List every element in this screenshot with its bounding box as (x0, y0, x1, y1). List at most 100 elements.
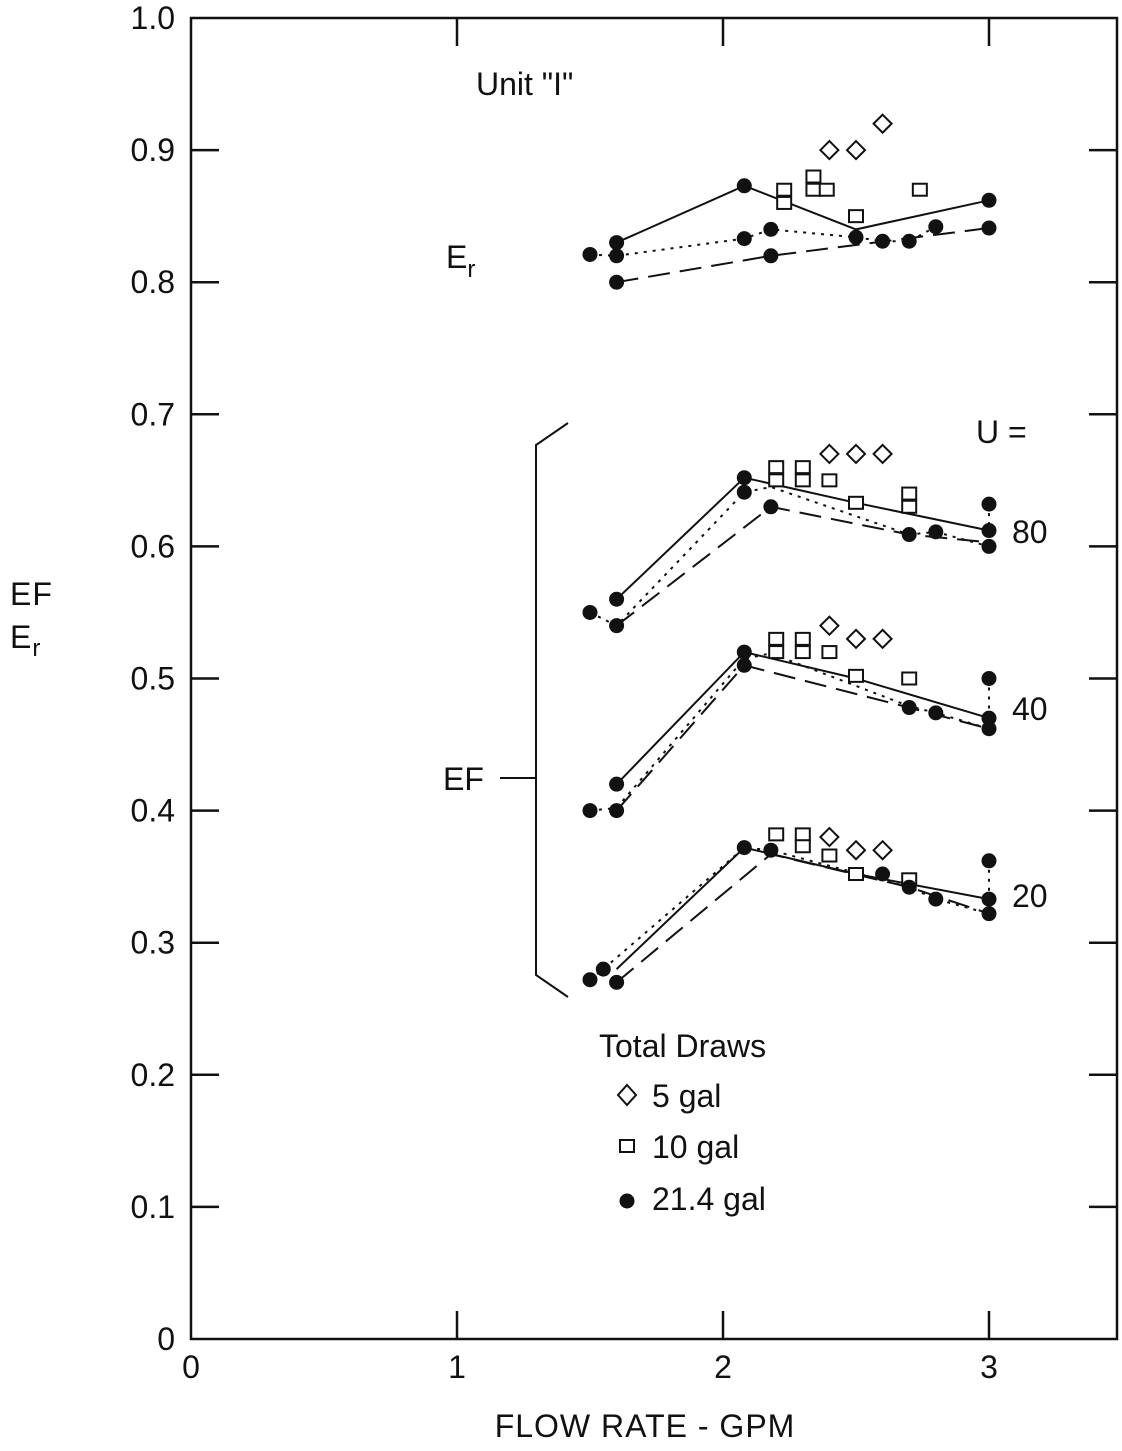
point-21-4-gal-10 (901, 233, 917, 249)
point-21-4-gal-26 (609, 776, 625, 792)
legend-entry-5-gal: 5 gal (652, 1078, 721, 1114)
point-21-4-gal-35 (582, 972, 598, 988)
point-21-4-gal-39 (763, 842, 779, 858)
point-21-4-gal-22 (981, 496, 997, 512)
legend-square-marker (619, 1139, 635, 1153)
point-21-4-gal-28 (736, 644, 752, 660)
y-tick-label-0-3: 0.3 (131, 925, 175, 961)
er-annotation: Er (446, 239, 475, 283)
point-21-4-gal-11 (928, 219, 944, 235)
point-5-gal-10 (845, 839, 867, 861)
point-5-gal-6 (818, 615, 840, 637)
point-21-4-gal-14 (582, 604, 598, 620)
legend: Total Draws 5 gal 10 gal 21.4 gal (599, 1028, 766, 1217)
legend-entry-21-4-gal: 21.4 gal (652, 1181, 766, 1217)
point-5-gal-5 (872, 443, 894, 465)
point-10-gal-18 (794, 645, 811, 660)
point-10-gal-13 (901, 486, 918, 501)
point-5-gal-1 (845, 139, 867, 161)
point-10-gal-19 (821, 645, 838, 660)
y-tick-label-0-5: 0.5 (131, 661, 175, 697)
point-10-gal-2 (805, 169, 822, 184)
y-tick-label-0-4: 0.4 (131, 793, 175, 829)
point-21-4-gal-24 (981, 538, 997, 554)
point-21-4-gal-30 (901, 700, 917, 716)
point-10-gal-20 (848, 668, 864, 683)
u-value-80: 80 (1012, 514, 1048, 550)
y-axis-label-ef: EF (10, 576, 53, 612)
y-tick-label-0-9: 0.9 (131, 132, 175, 168)
y-axis-label-er: Er (10, 619, 41, 662)
point-10-gal-23 (794, 827, 811, 842)
point-21-4-gal-36 (595, 961, 611, 977)
y-tick-label-0-7: 0.7 (131, 396, 175, 432)
y-tick-label-1: 1.0 (131, 0, 175, 36)
u-annotation: U = (976, 414, 1027, 450)
point-10-gal-15 (768, 631, 785, 646)
line-dotted-4 (589, 485, 990, 627)
point-21-4-gal-18 (736, 484, 752, 500)
line-dashed-5 (615, 505, 990, 627)
point-21-4-gal-23 (981, 523, 997, 539)
ef-bracket (535, 422, 569, 998)
point-10-gal-21 (901, 671, 918, 686)
point-21-4-gal-33 (981, 710, 997, 726)
point-21-4-gal-1 (609, 235, 625, 251)
point-21-4-gal-34 (981, 721, 997, 737)
point-21-4-gal-25 (582, 803, 598, 819)
point-21-4-gal-2 (609, 248, 625, 264)
legend-entry-10-gal: 10 gal (652, 1129, 739, 1165)
line-solid-3 (615, 476, 990, 600)
line-dashed-2 (616, 227, 990, 284)
point-10-gal-12 (848, 495, 864, 510)
point-21-4-gal-7 (763, 248, 779, 264)
axis-ticks: 0 1 2 3 0 0.1 0.2 0.3 0.4 0.5 0.6 0.7 0.8 0.9 1.0 (131, 0, 1117, 1385)
unit-annotation: Unit "I" (476, 66, 573, 102)
x-tick-label-3: 3 (980, 1349, 998, 1385)
line-solid-0 (616, 184, 990, 244)
point-5-gal-0 (818, 139, 840, 161)
point-21-4-gal-8 (848, 229, 864, 245)
point-21-4-gal-43 (981, 853, 997, 869)
point-21-4-gal-20 (901, 527, 917, 543)
point-21-4-gal-44 (981, 891, 997, 907)
point-21-4-gal-29 (736, 657, 752, 673)
x-tick-label-0: 0 (182, 1349, 200, 1385)
point-10-gal-5 (848, 209, 864, 224)
point-10-gal-16 (768, 645, 785, 660)
point-21-4-gal-15 (609, 591, 625, 607)
point-10-gal-8 (768, 473, 785, 488)
point-5-gal-8 (872, 628, 894, 650)
point-5-gal-7 (845, 628, 867, 650)
x-tick-label-2: 2 (714, 1349, 732, 1385)
point-10-gal-6 (911, 182, 928, 197)
point-10-gal-25 (821, 848, 838, 863)
point-10-gal-11 (821, 473, 838, 488)
point-10-gal-22 (768, 827, 785, 842)
point-21-4-gal-6 (763, 221, 779, 237)
point-10-gal-9 (794, 460, 811, 475)
point-21-4-gal-16 (609, 618, 625, 634)
point-21-4-gal-0 (582, 246, 598, 262)
x-axis-label: FLOW RATE - GPM (495, 1408, 796, 1444)
point-21-4-gal-38 (736, 840, 752, 856)
point-21-4-gal-12 (981, 192, 997, 208)
y-tick-label-0-6: 0.6 (131, 528, 175, 564)
point-21-4-gal-21 (928, 524, 944, 540)
point-21-4-gal-42 (928, 891, 944, 907)
point-21-4-gal-32 (981, 671, 997, 686)
u-value-20: 20 (1012, 878, 1048, 914)
u-value-40: 40 (1012, 691, 1048, 727)
point-10-gal-3 (805, 182, 822, 197)
line-dotted-1 (589, 225, 937, 257)
point-21-4-gal-31 (928, 705, 944, 721)
point-21-4-gal-41 (901, 879, 917, 895)
line-dotted-12 (589, 846, 990, 981)
series-lines (589, 184, 990, 984)
point-21-4-gal-37 (609, 974, 625, 990)
point-10-gal-7 (768, 460, 785, 475)
point-5-gal-4 (845, 443, 867, 465)
point-5-gal-3 (818, 443, 840, 465)
y-tick-label-0: 0 (157, 1321, 175, 1357)
